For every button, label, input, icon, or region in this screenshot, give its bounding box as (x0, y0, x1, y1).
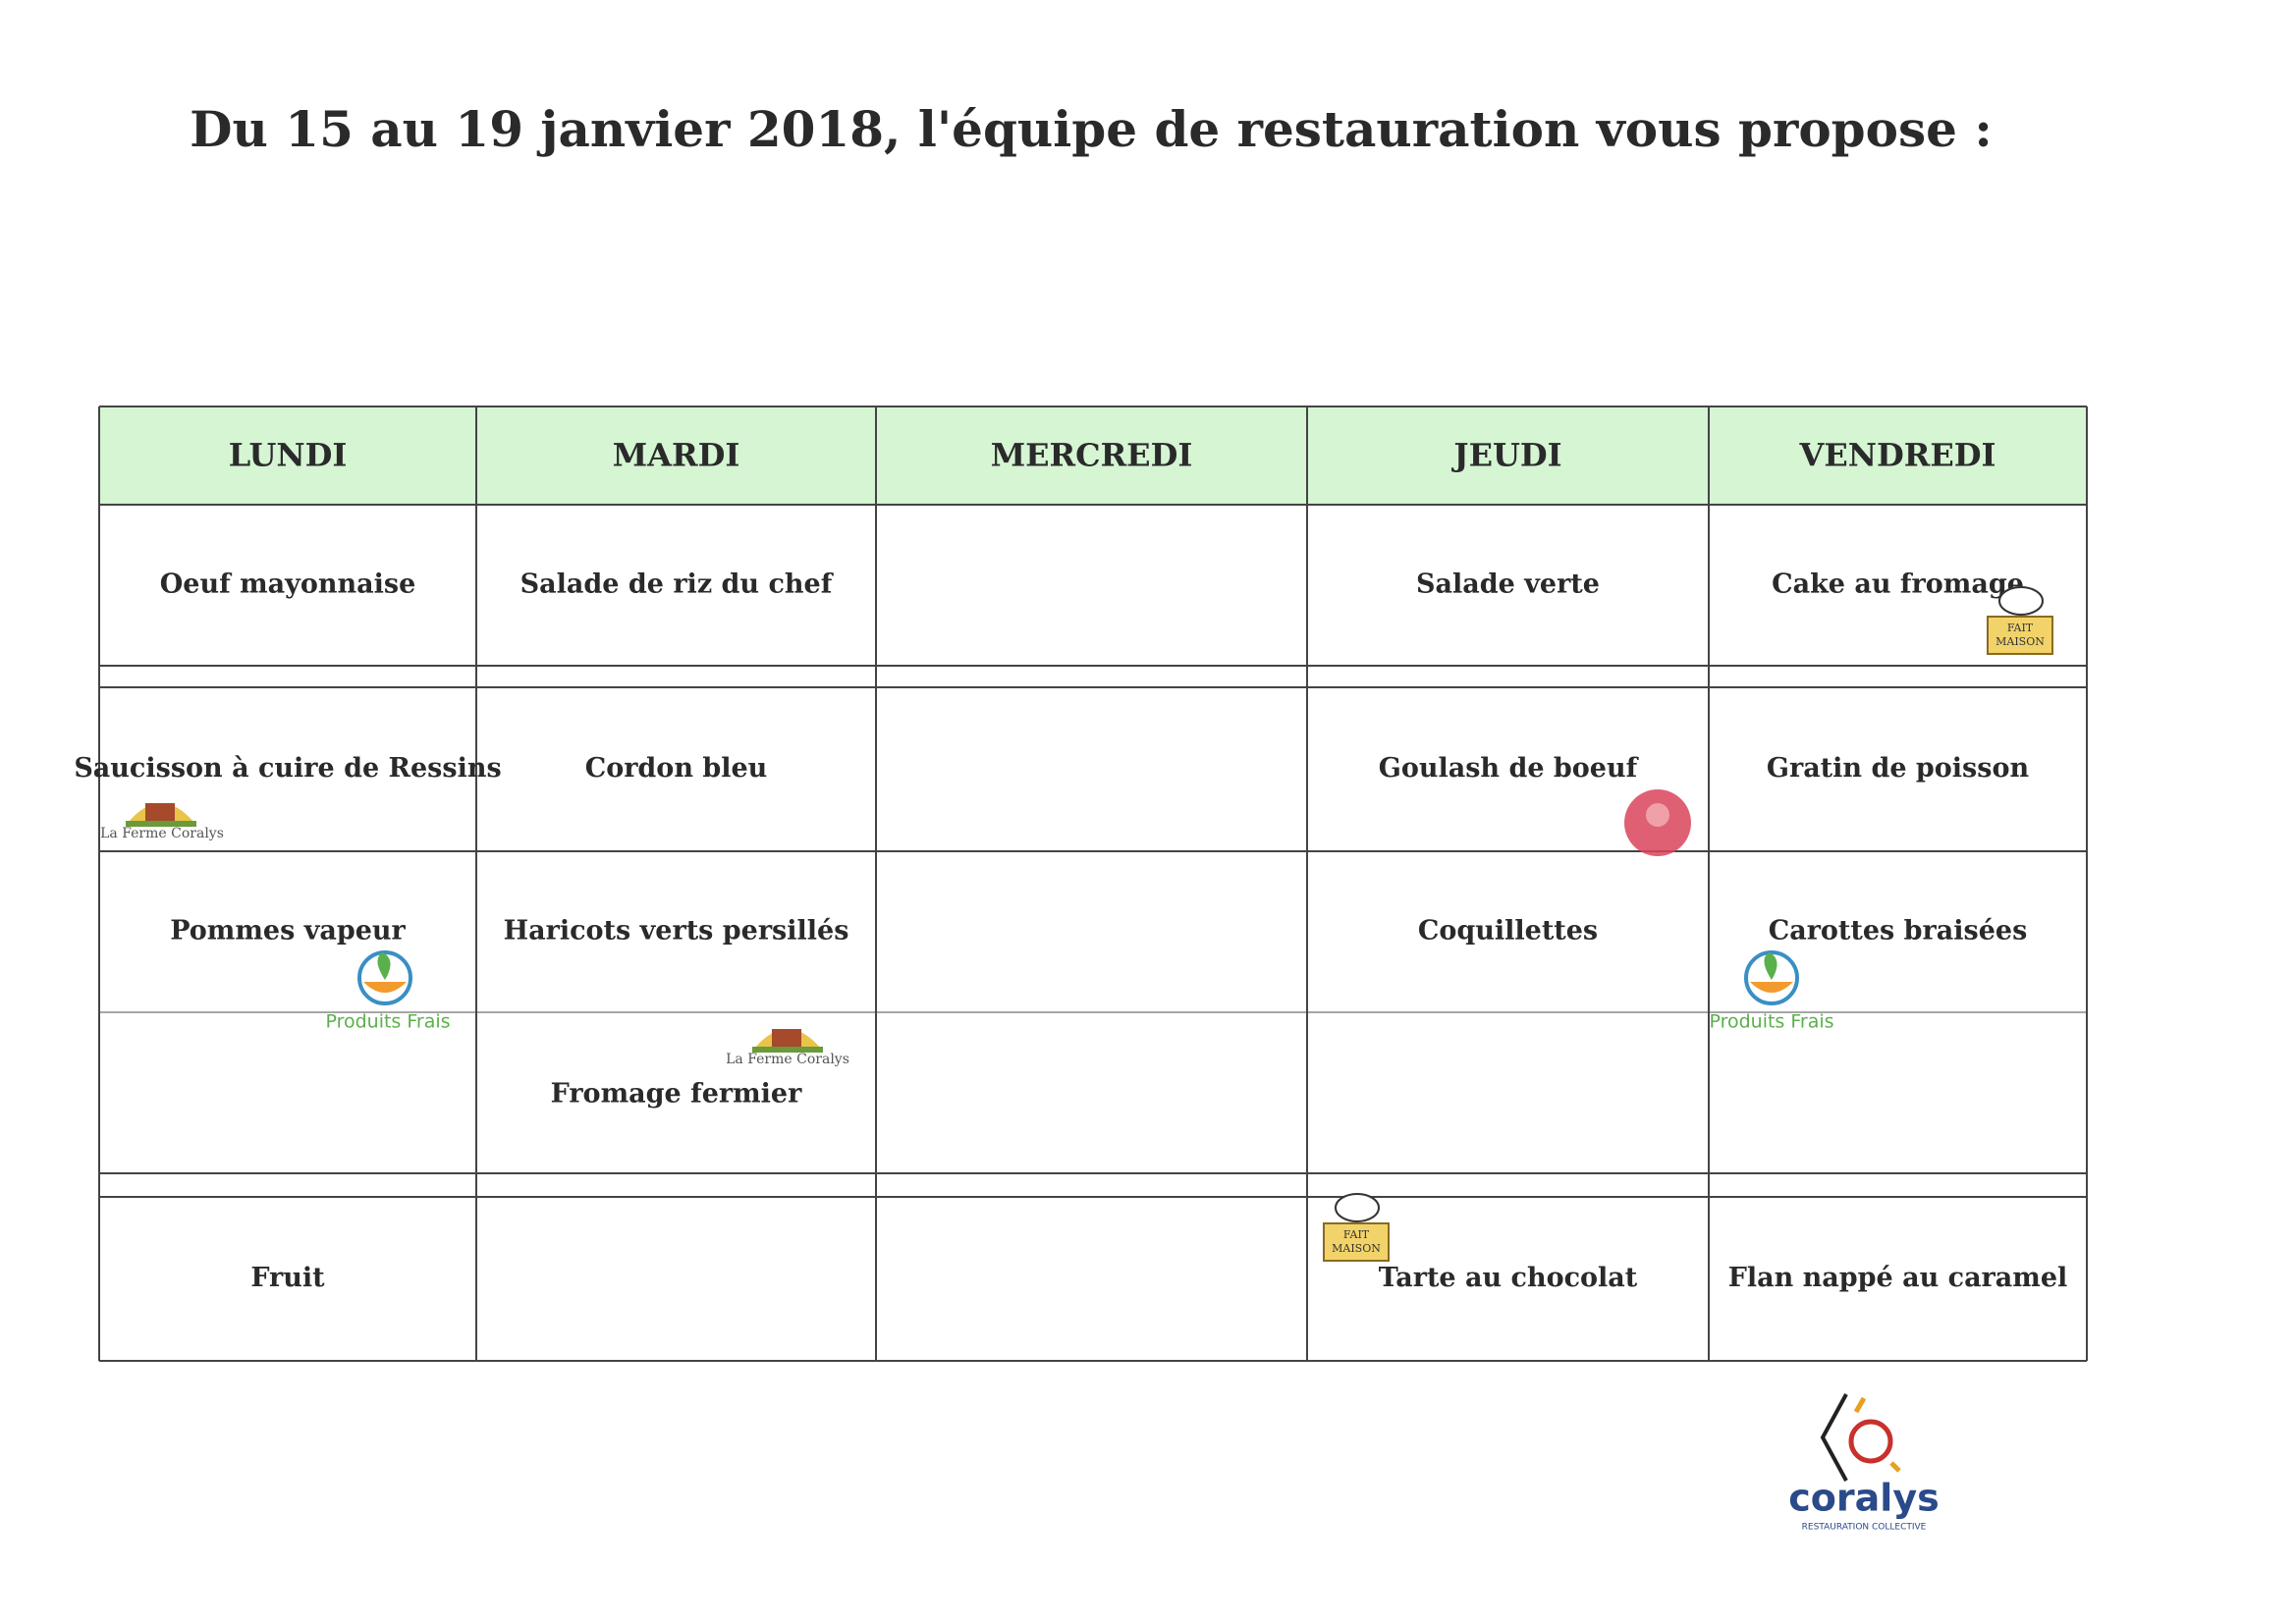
table-cells: LUNDI MARDI MERCREDI JEUDI VENDREDI Oeuf mayo… (74, 437, 2067, 1294)
fait-maison-badge: FAIT MAISON (1987, 586, 2053, 655)
dish: Oeuf mayonnaise (160, 569, 416, 600)
frais-badge: Produits Frais (325, 950, 451, 1033)
seal-badge (1624, 789, 1691, 856)
logo-name: coralys (1788, 1477, 1939, 1520)
dish: Fruit (250, 1263, 325, 1293)
day-header: MERCREDI (991, 437, 1193, 474)
dish: Cordon bleu (585, 753, 768, 784)
dish: Fromage fermier (551, 1079, 802, 1110)
dish: Pommes vapeur (170, 916, 406, 947)
day-header: JEUDI (1450, 437, 1561, 474)
dish: Flan nappé au caramel (1728, 1263, 2068, 1293)
coralys-logo: coralys RESTAURATION COLLECTIVE (1788, 1393, 1940, 1533)
ferme-label: La Ferme Coralys (726, 1052, 849, 1067)
dish: Cake au fromage (1772, 569, 2024, 600)
day-header: LUNDI (229, 437, 348, 474)
day-header: MARDI (613, 437, 740, 474)
maison-label: MAISON (1332, 1242, 1381, 1255)
fait-label: FAIT (1343, 1228, 1370, 1241)
dish: Tarte au chocolat (1379, 1263, 1638, 1293)
header-band (99, 406, 2087, 505)
frais-label: Produits Frais (1709, 1011, 1833, 1033)
dish: Haricots verts persillés (504, 916, 849, 947)
frais-badge: Produits Frais (1709, 950, 1834, 1033)
ferme-label: La Ferme Coralys (100, 826, 224, 841)
table (98, 406, 2088, 1362)
dish: Carottes braisées (1769, 916, 2028, 947)
dish: Gratin de poisson (1767, 753, 2030, 784)
dish: Salade verte (1416, 569, 1600, 600)
title: Du 15 au 19 janvier 2018, l'équipe de re… (190, 100, 1993, 158)
fait-maison-badge: FAIT MAISON (1323, 1193, 1390, 1262)
dish: Salade de riz du chef (520, 569, 835, 600)
ferme-badge: La Ferme Coralys (726, 1029, 849, 1067)
ferme-badge: La Ferme Coralys (100, 803, 224, 841)
dish: Coquillettes (1418, 916, 1598, 947)
maison-label: MAISON (1995, 635, 2045, 648)
day-header: VENDREDI (1799, 437, 1996, 474)
frais-label: Produits Frais (325, 1011, 450, 1033)
dish: Saucisson à cuire de Ressins (74, 753, 501, 784)
fait-label: FAIT (2007, 622, 2034, 634)
logo-tagline: RESTAURATION COLLECTIVE (1802, 1523, 1927, 1533)
dish: Goulash de boeuf (1379, 753, 1640, 784)
